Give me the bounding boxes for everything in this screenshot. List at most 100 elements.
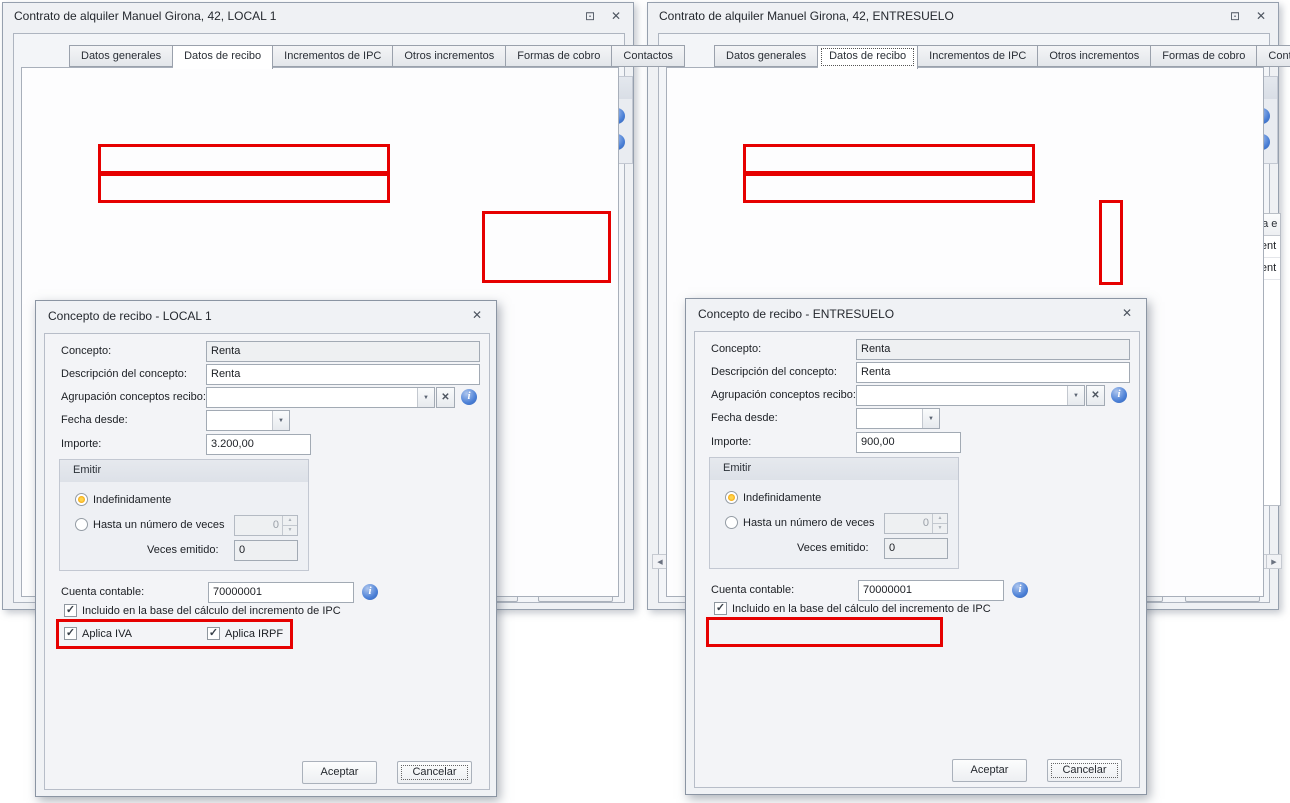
tab-datos-de-recibo[interactable]: Datos de recibo [173,45,274,69]
aceptar-button[interactable]: Aceptar [952,759,1027,782]
tab-datos-de-recibo[interactable]: Datos de recibo [818,45,919,69]
veces-emitido-label: Veces emitido: [147,544,219,556]
tab-datos-generales[interactable]: Datos generales [69,45,174,67]
cuenta-contable-field[interactable]: 70000001 [208,582,354,603]
emitir-header: Emitir [60,460,308,482]
tab-contactos[interactable]: Contactos [1257,45,1290,67]
descripcion-field[interactable]: Renta [856,362,1130,383]
importe-label: Importe: [61,438,102,450]
spin-up-icon[interactable]: ▲ [282,516,297,526]
importe-field[interactable]: 3.200,00 [206,434,311,455]
spin-up-icon[interactable]: ▲ [932,514,947,524]
hasta-veces-label: Hasta un número de veces [93,519,225,531]
hasta-veces-radio[interactable] [75,518,88,531]
close-icon[interactable]: ✕ [1255,9,1267,23]
indefinidamente-radio[interactable] [75,493,88,506]
emitir-groupbox: Emitir Indefinidamente Hasta un número d… [709,457,959,569]
agrupacion-clear-icon[interactable]: ✕ [436,387,455,408]
agrupacion-label: Agrupación conceptos recibo: [61,391,206,403]
indefinidamente-label: Indefinidamente [93,494,172,506]
scroll-right-icon[interactable]: ▶ [1266,555,1281,568]
agrupacion-clear-icon[interactable]: ✕ [1086,385,1105,406]
fecha-desde-combo[interactable]: ▼ [856,408,940,429]
incluido-ipc-label: Incluido en la base del cálculo del incr… [82,605,341,617]
hasta-veces-value: 0 [272,519,279,531]
spin-down-icon[interactable]: ▼ [282,525,297,535]
fecha-desde-label: Fecha desde: [711,412,778,424]
tab-focus-outline [821,48,915,66]
tab-incrementos-ipc[interactable]: Incrementos de IPC [918,45,1039,67]
titlebar[interactable]: Contrato de alquiler Manuel Girona, 42, … [648,3,1278,29]
concepto-label: Concepto: [61,345,112,357]
dialog-title: Concepto de recibo - ENTRESUELO [698,307,895,321]
spin-down-icon[interactable]: ▼ [932,523,947,533]
fecha-desde-combo[interactable]: ▼ [206,410,290,431]
tab-datos-generales[interactable]: Datos generales [714,45,819,67]
dialog-concepto-local1: Concepto de recibo - LOCAL 1 ✕ Concepto:… [35,300,497,797]
cancelar-button[interactable]: Cancelar [397,761,472,784]
cancelar-button[interactable]: Cancelar [1047,759,1122,782]
info-icon[interactable]: i [461,389,477,405]
close-icon[interactable]: ✕ [471,308,483,322]
hasta-veces-stepper[interactable]: 0 ▲ ▼ [884,513,948,534]
tab-incrementos-ipc[interactable]: Incrementos de IPC [273,45,394,67]
aplica-iva-label: Aplica IVA [82,628,132,640]
cuenta-contable-field[interactable]: 70000001 [858,580,1004,601]
button-focus-outline [401,765,468,780]
tab-formas-de-cobro[interactable]: Formas de cobro [1151,45,1258,67]
info-icon[interactable]: i [1012,582,1028,598]
tab-strip: Datos generales Datos de recibo Incremen… [69,45,685,69]
hasta-veces-stepper[interactable]: 0 ▲ ▼ [234,515,298,536]
window-title: Contrato de alquiler Manuel Girona, 42, … [659,9,954,23]
restore-icon[interactable]: ⊡ [1229,9,1241,23]
chevron-down-icon[interactable]: ▼ [417,388,434,407]
importe-label: Importe: [711,436,752,448]
chevron-down-icon[interactable]: ▼ [272,411,289,430]
hasta-veces-value: 0 [922,517,929,529]
button-focus-outline [1051,763,1118,778]
aceptar-button[interactable]: Aceptar [302,761,377,784]
chevron-down-icon[interactable]: ▼ [1067,386,1084,405]
descripcion-label: Descripción del concepto: [711,366,837,378]
emitir-groupbox: Emitir Indefinidamente Hasta un número d… [59,459,309,571]
indefinidamente-radio[interactable] [725,491,738,504]
close-icon[interactable]: ✕ [610,9,622,23]
aplica-iva-checkbox[interactable]: ✓ [64,627,77,640]
hasta-veces-label: Hasta un número de veces [743,517,875,529]
importe-field[interactable]: 900,00 [856,432,961,453]
indefinidamente-label: Indefinidamente [743,492,822,504]
tab-otros-incrementos[interactable]: Otros incrementos [393,45,507,67]
veces-emitido-field: 0 [884,538,948,559]
chevron-down-icon[interactable]: ▼ [922,409,939,428]
tab-formas-de-cobro[interactable]: Formas de cobro [506,45,613,67]
tab-contactos[interactable]: Contactos [612,45,685,67]
tab-otros-incrementos[interactable]: Otros incrementos [1038,45,1152,67]
aplica-irpf-checkbox[interactable]: ✓ [207,627,220,640]
info-icon[interactable]: i [1111,387,1127,403]
incluido-ipc-checkbox[interactable]: ✓ [64,604,77,617]
veces-emitido-label: Veces emitido: [797,542,869,554]
close-icon[interactable]: ✕ [1121,306,1133,320]
restore-icon[interactable]: ⊡ [584,9,596,23]
agrupacion-combo[interactable]: ▼ [856,385,1085,406]
veces-emitido-field: 0 [234,540,298,561]
concepto-field: Renta [856,339,1130,360]
agrupacion-combo[interactable]: ▼ [206,387,435,408]
dialog-concepto-entresuelo: Concepto de recibo - ENTRESUELO ✕ Concep… [685,298,1147,795]
incluido-ipc-checkbox[interactable]: ✓ [714,602,727,615]
cuenta-contable-label: Cuenta contable: [711,584,795,596]
fecha-desde-label: Fecha desde: [61,414,128,426]
titlebar[interactable]: Contrato de alquiler Manuel Girona, 42, … [3,3,633,29]
info-icon[interactable]: i [362,584,378,600]
emitir-header: Emitir [710,458,958,480]
incluido-ipc-label: Incluido en la base del cálculo del incr… [732,603,991,615]
descripcion-field[interactable]: Renta [206,364,480,385]
window-title: Contrato de alquiler Manuel Girona, 42, … [14,9,277,23]
agrupacion-label: Agrupación conceptos recibo: [711,389,856,401]
aplica-irpf-label: Aplica IRPF [225,628,284,640]
descripcion-label: Descripción del concepto: [61,368,187,380]
hasta-veces-radio[interactable] [725,516,738,529]
tab-strip: Datos generales Datos de recibo Incremen… [714,45,1290,69]
concepto-field: Renta [206,341,480,362]
